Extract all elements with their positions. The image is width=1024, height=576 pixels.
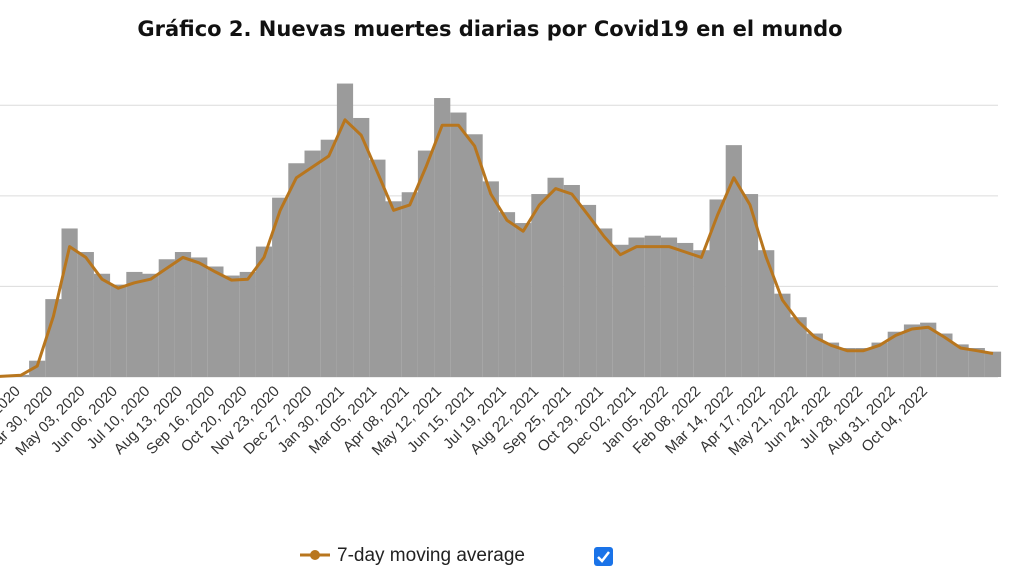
bar xyxy=(320,139,337,377)
bar xyxy=(77,252,94,377)
bar xyxy=(93,273,111,377)
bar xyxy=(758,250,775,377)
bar xyxy=(174,252,192,377)
bar xyxy=(741,194,759,377)
bar xyxy=(677,242,694,377)
bar xyxy=(822,342,840,377)
bar xyxy=(126,271,143,377)
line xyxy=(0,118,994,378)
legend-checkbox[interactable] xyxy=(594,547,613,566)
bar xyxy=(142,273,159,377)
bar xyxy=(855,348,872,377)
bar xyxy=(774,293,791,377)
bar xyxy=(936,333,953,377)
checkmark xyxy=(597,551,610,563)
bar xyxy=(336,83,354,377)
bar xyxy=(952,344,969,377)
bar xyxy=(871,342,888,377)
legend-label: 7-day moving average xyxy=(337,545,525,566)
bar xyxy=(401,192,418,377)
bar xyxy=(693,250,710,377)
bar xyxy=(644,235,661,377)
bar xyxy=(369,159,386,377)
bar xyxy=(968,348,985,377)
bar xyxy=(207,266,224,377)
legend-marker xyxy=(310,550,320,560)
bar xyxy=(515,223,532,377)
bar xyxy=(417,150,435,377)
bar xyxy=(806,333,823,377)
bar xyxy=(903,324,921,377)
check-icon xyxy=(597,551,610,563)
bar xyxy=(239,271,256,377)
chart-title: Gráfico 2. Nuevas muertes diarias por Co… xyxy=(137,17,842,41)
bar xyxy=(628,237,645,377)
bar xyxy=(660,237,678,377)
bar xyxy=(304,150,321,377)
bar xyxy=(498,212,516,377)
bar xyxy=(466,134,483,377)
bar xyxy=(272,197,289,377)
bar xyxy=(596,228,613,377)
bar xyxy=(450,112,467,377)
bar xyxy=(725,145,742,377)
bar xyxy=(158,259,175,377)
bar xyxy=(110,284,127,377)
bar xyxy=(223,275,240,377)
bar xyxy=(29,360,46,377)
bar xyxy=(547,177,564,377)
bar xyxy=(385,201,402,377)
bar xyxy=(288,163,305,377)
bar xyxy=(255,246,273,377)
bar xyxy=(887,331,904,377)
bar xyxy=(563,184,580,377)
bar xyxy=(191,257,208,377)
bar xyxy=(984,351,1002,377)
bar xyxy=(612,244,629,377)
bar xyxy=(434,98,451,377)
bar xyxy=(839,348,856,377)
bar xyxy=(531,194,548,377)
bar xyxy=(790,317,807,377)
bar xyxy=(709,199,726,377)
bar xyxy=(482,181,499,377)
bar xyxy=(353,117,370,378)
bar xyxy=(579,204,597,377)
bar xyxy=(45,299,62,377)
bar xyxy=(920,322,937,377)
